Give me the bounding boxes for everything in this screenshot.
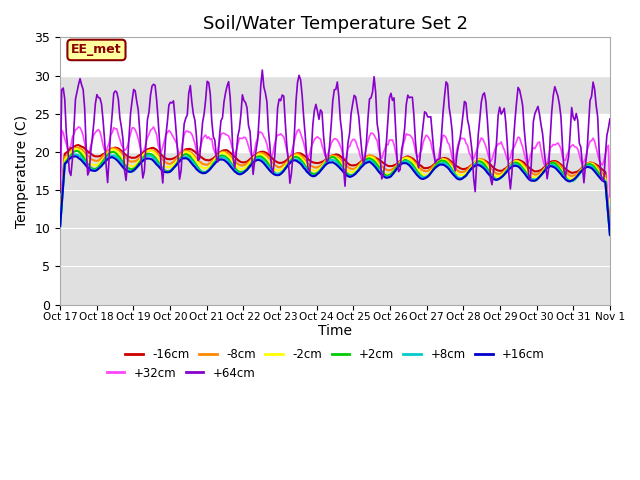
X-axis label: Time: Time <box>318 324 352 337</box>
Bar <box>60 37 610 75</box>
Text: EE_met: EE_met <box>71 44 122 57</box>
Title: Soil/Water Temperature Set 2: Soil/Water Temperature Set 2 <box>202 15 468 33</box>
Legend: +32cm, +64cm: +32cm, +64cm <box>102 362 260 384</box>
Bar <box>60 114 610 152</box>
Y-axis label: Temperature (C): Temperature (C) <box>15 114 29 228</box>
